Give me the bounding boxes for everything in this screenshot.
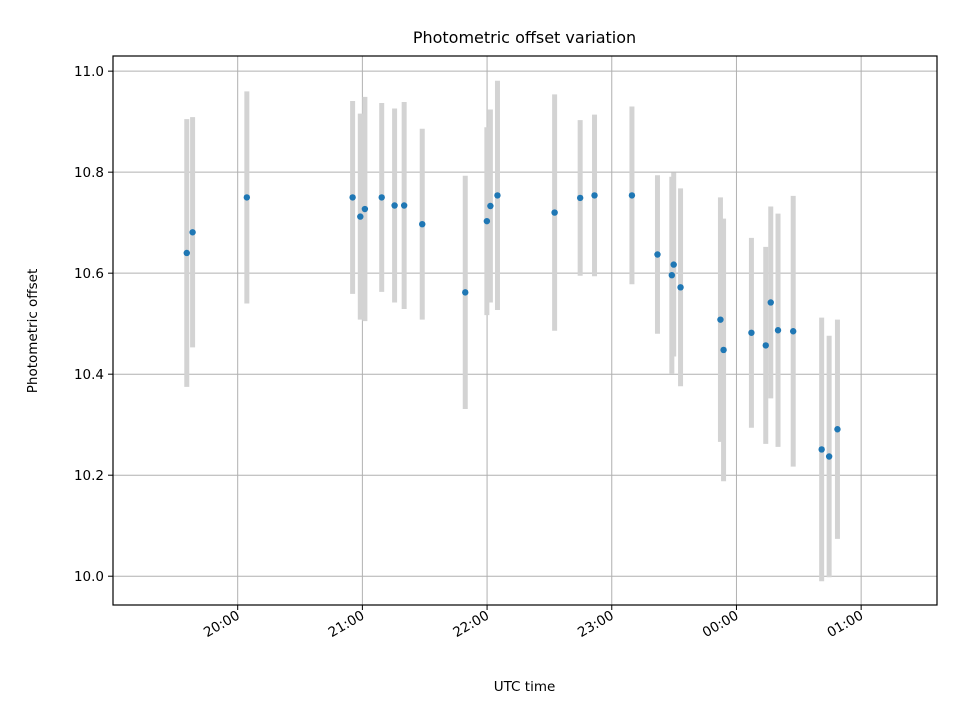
data-point (349, 194, 356, 201)
x-axis-label: UTC time (494, 679, 556, 695)
y-tick-label: 10.4 (74, 367, 104, 383)
data-point (762, 342, 769, 349)
data-point (591, 192, 598, 199)
data-point (668, 271, 676, 279)
data-point (357, 213, 364, 220)
data-point (419, 220, 426, 228)
data-point (183, 249, 190, 257)
y-axis-label: Photometric offset (25, 269, 41, 393)
data-point (818, 446, 825, 453)
data-point (243, 194, 251, 201)
data-point (483, 217, 491, 225)
data-point (462, 289, 469, 296)
data-point (774, 327, 782, 334)
data-point (720, 346, 727, 354)
data-point (487, 202, 494, 210)
y-tick-label: 11.0 (74, 64, 104, 80)
data-point (189, 229, 196, 236)
y-tick-label: 10.8 (74, 165, 104, 181)
data-point (551, 209, 558, 216)
data-point (789, 328, 797, 335)
y-axis-ticks: 10.0 10.2 10.4 10.6 10.8 11.0 (74, 64, 113, 585)
data-point (378, 194, 385, 201)
y-tick-label: 10.0 (74, 569, 104, 585)
y-tick-label: 10.6 (74, 266, 104, 282)
data-point (825, 453, 833, 460)
y-tick-label: 10.2 (74, 468, 104, 484)
data-point (767, 299, 774, 306)
data-point (748, 329, 755, 336)
chart-title: Photometric offset variation (413, 28, 636, 47)
data-point (670, 261, 677, 268)
data-point (400, 202, 408, 209)
data-point (576, 194, 584, 202)
data-point (628, 192, 636, 199)
data-point (717, 316, 724, 323)
data-point (494, 192, 501, 199)
plot-frame (112, 55, 938, 606)
data-point (654, 251, 661, 258)
data-point (361, 205, 369, 213)
data-point (677, 284, 684, 291)
data-points (183, 192, 841, 460)
data-point (391, 202, 398, 209)
data-point (834, 426, 841, 433)
